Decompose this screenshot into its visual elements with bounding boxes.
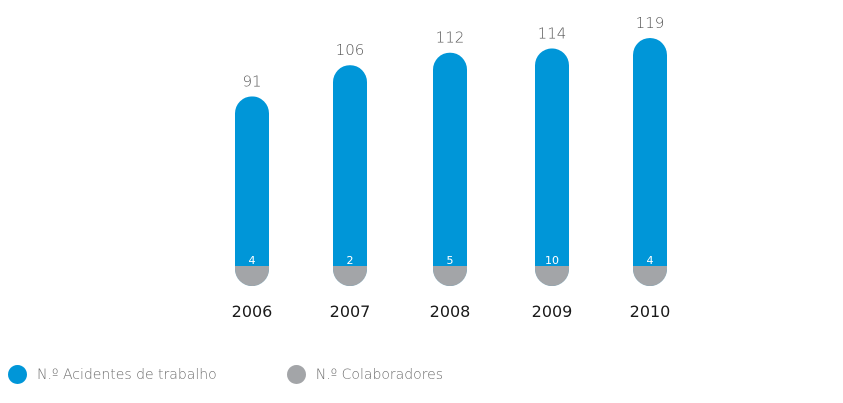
value-label-colaboradores-2006: 4 [249, 254, 256, 267]
legend-swatch-colaboradores [286, 365, 306, 384]
value-label-acidentes-2006: 91 [242, 72, 261, 90]
x-tick-label-2006: 2006 [232, 302, 273, 321]
x-tick-label-2010: 2010 [630, 302, 671, 321]
bar-acidentes-2006 [235, 96, 269, 287]
bar-acidentes-2007 [333, 65, 367, 286]
value-label-acidentes-2009: 114 [538, 24, 567, 42]
x-tick-label-2009: 2009 [532, 302, 573, 321]
legend-swatch-acidentes [8, 365, 27, 384]
bar-group-2008 [433, 52, 467, 286]
value-label-acidentes-2010: 119 [636, 14, 665, 32]
bar-colaboradores-2008 [433, 266, 467, 286]
legend-item-acidentes: N.º Acidentes de trabalho [8, 365, 217, 384]
bar-acidentes-2008 [433, 52, 467, 286]
bar-colaboradores-2010 [633, 266, 667, 286]
x-tick-label-2007: 2007 [330, 302, 371, 321]
legend-label-colaboradores: N.º Colaboradores [315, 366, 444, 383]
bar-colaboradores-2006 [235, 266, 269, 286]
value-label-colaboradores-2007: 2 [347, 254, 354, 267]
legend-item-colaboradores: N.º Colaboradores [286, 365, 444, 384]
bar-colaboradores-2007 [333, 266, 367, 286]
x-tick-label-2008: 2008 [430, 302, 471, 321]
legend: N.º Acidentes de trabalho N.º Colaborado… [8, 365, 513, 384]
value-label-colaboradores-2008: 5 [447, 254, 454, 267]
bar-group-2006 [235, 96, 269, 287]
bar-acidentes-2009 [535, 48, 569, 287]
bar-group-2010 [633, 38, 667, 286]
bar-group-2009 [535, 48, 569, 287]
value-label-acidentes-2008: 112 [436, 29, 465, 47]
bar-acidentes-2010 [633, 38, 667, 286]
value-label-colaboradores-2010: 4 [647, 254, 654, 267]
value-label-colaboradores-2009: 10 [545, 254, 559, 267]
legend-label-acidentes: N.º Acidentes de trabalho [37, 366, 217, 383]
value-label-acidentes-2007: 106 [336, 41, 365, 59]
bar-colaboradores-2009 [535, 266, 569, 286]
bar-group-2007 [333, 65, 367, 286]
